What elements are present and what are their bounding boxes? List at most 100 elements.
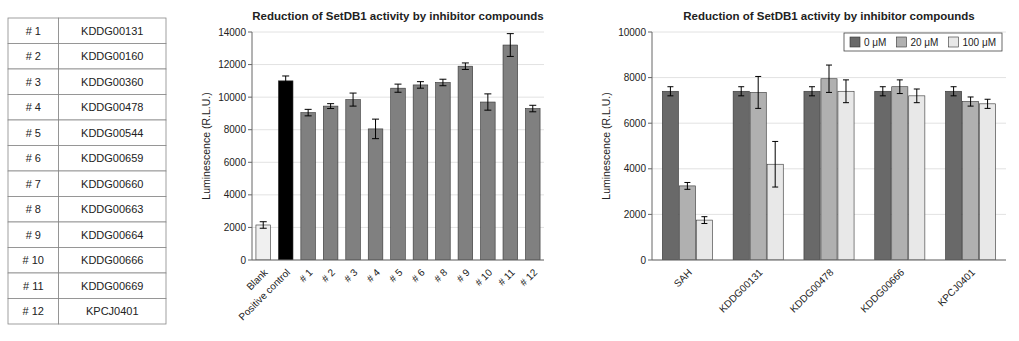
x-tick-label: Positive control bbox=[236, 267, 292, 323]
x-tick-label: # 9 bbox=[454, 266, 472, 284]
x-tick-label: KDDG00666 bbox=[858, 266, 906, 314]
y-tick bbox=[648, 123, 652, 124]
table-name: KDDG00160 bbox=[81, 50, 143, 62]
table-number: # 2 bbox=[26, 50, 41, 62]
error-bar bbox=[985, 99, 991, 108]
legend: 0 μM20 μM100 μM bbox=[844, 33, 1002, 51]
error-bar bbox=[968, 97, 974, 106]
grid-line bbox=[252, 32, 544, 33]
y-tick-label: 8000 bbox=[624, 72, 647, 83]
y-tick-label: 4000 bbox=[224, 189, 247, 200]
error-bar bbox=[897, 80, 903, 94]
table-cell bbox=[8, 120, 59, 146]
table-cell bbox=[59, 69, 166, 95]
x-axis bbox=[252, 260, 544, 261]
table-number: # 10 bbox=[23, 254, 44, 266]
x-tick-label: # 4 bbox=[364, 266, 382, 284]
chart-title: Reduction of SetDB1 activity by inhibito… bbox=[683, 10, 974, 22]
table-cell bbox=[8, 171, 59, 197]
table-cell bbox=[59, 273, 166, 299]
error-bar bbox=[372, 119, 379, 139]
bar bbox=[413, 85, 428, 260]
y-tick bbox=[648, 260, 652, 261]
error-bar bbox=[327, 104, 334, 109]
bar bbox=[525, 109, 540, 260]
chart-title: Reduction of SetDB1 activity by inhibito… bbox=[252, 10, 543, 22]
table-name: KDDG00360 bbox=[81, 76, 143, 88]
table-cell bbox=[8, 95, 59, 121]
bar bbox=[892, 87, 908, 260]
x-tick-label: # 8 bbox=[432, 266, 450, 284]
table-number: # 5 bbox=[26, 127, 41, 139]
bar bbox=[256, 225, 271, 260]
legend-swatch bbox=[850, 37, 860, 47]
y-tick bbox=[648, 168, 652, 169]
grid-line bbox=[252, 260, 544, 261]
y-tick bbox=[648, 32, 652, 33]
table: # 1KDDG00131# 2KDDG00160# 3KDDG00360# 4K… bbox=[8, 18, 166, 324]
y-axis bbox=[652, 32, 653, 260]
table-name: KDDG00131 bbox=[81, 25, 143, 37]
table-name: KDDG00659 bbox=[81, 152, 143, 164]
plot-marks bbox=[256, 34, 540, 260]
table-cell bbox=[8, 222, 59, 248]
y-tick-label: 6000 bbox=[624, 118, 647, 129]
error-bar bbox=[439, 79, 446, 86]
bar bbox=[278, 81, 293, 260]
table-name: KDDG00666 bbox=[81, 254, 143, 266]
y-tick bbox=[248, 32, 252, 33]
x-tick-label: # 3 bbox=[342, 266, 360, 284]
bar bbox=[436, 82, 451, 260]
table-number: # 12 bbox=[23, 305, 44, 317]
y-tick bbox=[248, 227, 252, 228]
bar bbox=[481, 102, 496, 260]
legend-swatch bbox=[948, 37, 958, 47]
error-bar bbox=[772, 141, 778, 187]
x-tick-label: KPCJ0401 bbox=[936, 266, 978, 308]
x-tick-label: # 5 bbox=[387, 266, 405, 284]
error-bar bbox=[684, 182, 690, 189]
bar-chart: 02000400060008000100001200014000BlankPos… bbox=[200, 10, 544, 322]
error-bar bbox=[507, 34, 514, 57]
error-bar bbox=[350, 93, 357, 106]
error-bar bbox=[282, 76, 289, 86]
table-cell bbox=[59, 248, 166, 274]
table-name: KDDG00663 bbox=[81, 203, 143, 215]
figure: # 1 KDDG00131 # 2 KDDG00160 # 3 KDDG00360 # 4 K… bbox=[0, 0, 1019, 341]
y-axis bbox=[252, 32, 253, 260]
legend-frame bbox=[844, 33, 1002, 51]
error-bar bbox=[701, 217, 707, 224]
table-name: KPCJ0401 bbox=[86, 305, 139, 317]
grid-line bbox=[652, 260, 1006, 261]
x-tick-label: # 12 bbox=[518, 266, 540, 288]
bar bbox=[804, 91, 820, 260]
x-tick-label: # 1 bbox=[297, 266, 315, 284]
legend-label: 0 μM bbox=[864, 37, 886, 48]
table-name: KDDG00669 bbox=[81, 280, 143, 292]
table-name: KDDG00544 bbox=[81, 127, 143, 139]
bar bbox=[733, 91, 749, 260]
y-tick-label: 8000 bbox=[224, 124, 247, 135]
y-tick bbox=[248, 194, 252, 195]
legend-swatch bbox=[896, 37, 906, 47]
table-cell bbox=[59, 18, 166, 44]
error-bar bbox=[843, 80, 849, 103]
error-bar bbox=[529, 105, 536, 112]
error-bar bbox=[880, 87, 886, 96]
y-tick-label: 0 bbox=[640, 255, 646, 266]
y-tick-label: 2000 bbox=[624, 209, 647, 220]
table-cell bbox=[59, 146, 166, 172]
bar bbox=[909, 96, 925, 260]
bar bbox=[346, 100, 361, 260]
bar bbox=[368, 129, 383, 260]
x-tick-label: # 10 bbox=[473, 266, 495, 288]
table-number: # 3 bbox=[26, 76, 41, 88]
table-number: # 6 bbox=[26, 152, 41, 164]
bar bbox=[750, 92, 766, 260]
y-tick bbox=[248, 64, 252, 65]
table-cell bbox=[8, 146, 59, 172]
bar bbox=[458, 66, 473, 260]
bar bbox=[503, 45, 518, 260]
y-tick-label: 14000 bbox=[218, 27, 246, 38]
x-tick-label: KDDG00478 bbox=[788, 266, 836, 314]
